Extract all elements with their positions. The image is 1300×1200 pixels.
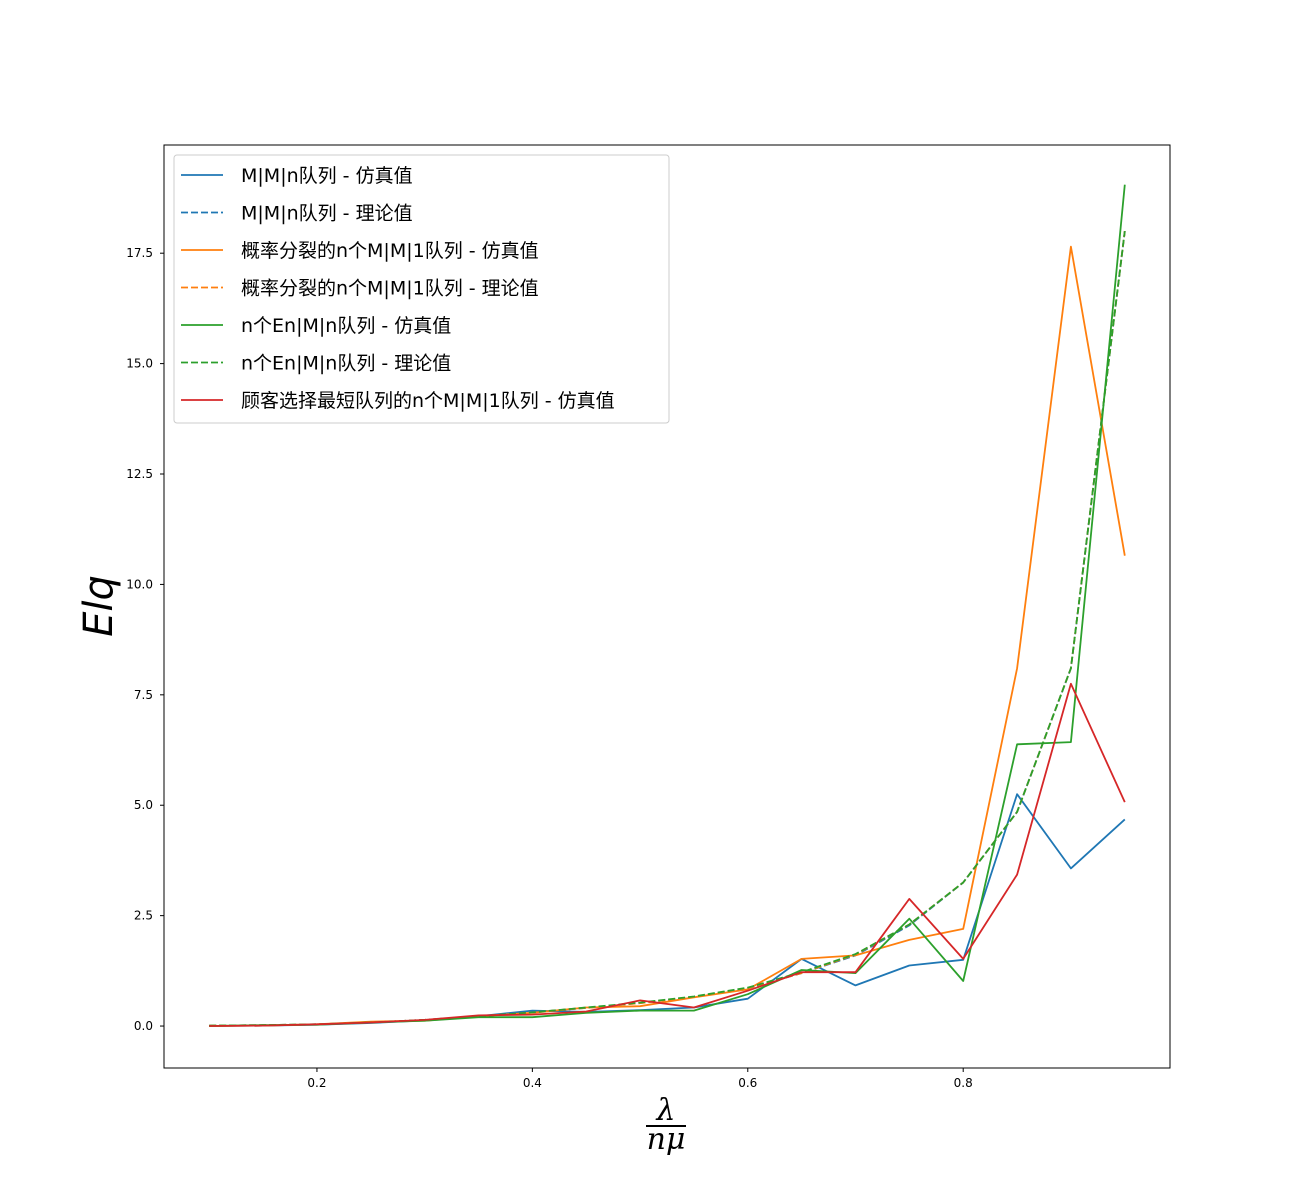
- series-line-7: [209, 682, 1126, 1027]
- y-tick-label: 5.0: [134, 798, 153, 812]
- y-tick-label: 12.5: [126, 467, 153, 481]
- x-tick-label: 0.2: [307, 1076, 326, 1090]
- legend-label-3: 概率分裂的n个M|M|1队列 - 仿真值: [241, 240, 539, 262]
- legend-label-6: n个En|M|n队列 - 理论值: [241, 353, 451, 375]
- legend-label-7: 顾客选择最短队列的n个M|M|1队列 - 仿真值: [241, 390, 615, 412]
- y-tick-label: 10.0: [126, 577, 153, 591]
- x-axis-label-numerator: λ: [655, 1093, 675, 1128]
- legend-label-5: n个En|M|n队列 - 仿真值: [241, 315, 451, 337]
- x-axis-label: λ nμ: [646, 1093, 686, 1157]
- legend-label-4: 概率分裂的n个M|M|1队列 - 理论值: [241, 278, 539, 300]
- y-tick-label: 17.5: [126, 246, 153, 260]
- legend-label-1: M|M|n队列 - 仿真值: [241, 165, 413, 187]
- y-tick-label: 2.5: [134, 909, 153, 923]
- y-tick-label: 7.5: [134, 688, 153, 702]
- x-tick-label: 0.6: [738, 1076, 757, 1090]
- legend: M|M|n队列 - 仿真值 M|M|n队列 - 理论值概率分裂的n个M|M|1队列…: [173, 154, 670, 424]
- x-tick-label: 0.8: [954, 1076, 973, 1090]
- x-axis-label-denominator: nμ: [647, 1122, 686, 1157]
- y-tick-label: 15.0: [126, 357, 153, 371]
- y-tick-label: 0.0: [134, 1019, 153, 1033]
- legend-box: [173, 154, 670, 424]
- ticks-group: 0.2 0.4 0.6 0.8 0.0 2.5 5.0 7.5 10.0 12.5 15.0 17.5: [126, 246, 972, 1090]
- plot-frame: [163, 144, 1171, 1069]
- lines-group: [209, 184, 1126, 1027]
- x-tick-label: 0.4: [523, 1076, 542, 1090]
- y-axis-label: Elq: [76, 575, 122, 637]
- legend-label-2: M|M|n队列 - 理论值: [241, 203, 413, 225]
